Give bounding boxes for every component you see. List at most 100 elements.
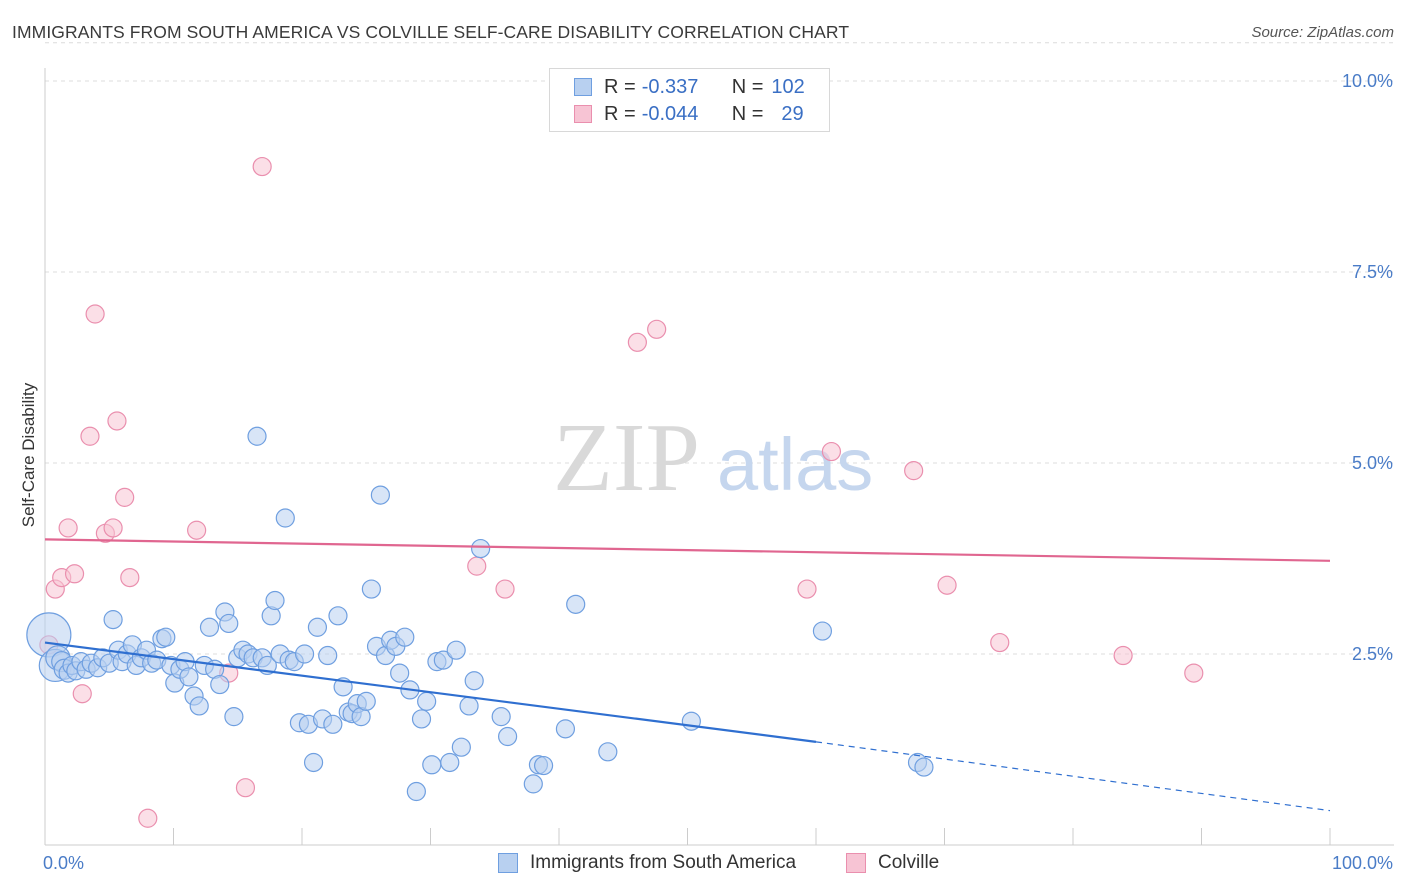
colville-point: [64, 564, 85, 584]
colville-point: [647, 319, 667, 339]
immigrants-point: [417, 691, 437, 711]
legend-swatch-blue: [574, 78, 592, 96]
legend-row-colville: R = -0.044 N = 29: [574, 101, 804, 127]
watermark-zip: ZIP: [553, 404, 700, 512]
immigrants-point: [265, 590, 285, 611]
y-tick-label: 7.5%: [1352, 262, 1393, 282]
colville-point: [103, 518, 123, 538]
colville-point: [107, 411, 127, 431]
immigrants-point: [210, 674, 230, 695]
immigrants-point: [440, 752, 460, 773]
immigrants-point: [356, 691, 376, 711]
immigrants-point: [199, 617, 220, 637]
bottom-legend-label: Immigrants from South America: [530, 852, 797, 873]
immigrants-point: [303, 752, 324, 773]
immigrants-points: [26, 426, 934, 802]
colville-point: [904, 461, 924, 481]
immigrants-point: [422, 755, 442, 775]
immigrants-point: [451, 737, 471, 757]
immigrants-trend-extension: [815, 741, 1331, 812]
immigrants-point: [156, 627, 176, 647]
immigrants-point: [370, 485, 390, 505]
immigrants-point: [411, 709, 432, 729]
x-tick-label-min: 0.0%: [43, 853, 84, 873]
colville-point: [115, 487, 135, 507]
immigrants-point: [361, 579, 381, 599]
immigrants-point: [446, 640, 466, 660]
immigrants-point: [491, 707, 511, 727]
colville-point: [252, 156, 272, 177]
legend-n-value: 29: [781, 102, 804, 125]
immigrants-point: [275, 508, 295, 528]
colville-point: [821, 441, 842, 462]
colville-point: [990, 632, 1010, 653]
y-tick-label: 2.5%: [1352, 644, 1393, 664]
colville-point: [58, 518, 78, 538]
legend-swatch-pink: [574, 105, 592, 123]
immigrants-point: [179, 667, 199, 687]
colville-point: [85, 304, 105, 324]
colville-point: [627, 332, 647, 352]
immigrants-point: [566, 594, 586, 614]
immigrants-point: [406, 781, 426, 802]
immigrants-point: [533, 755, 554, 776]
colville-point: [937, 575, 957, 595]
immigrants-point: [471, 538, 491, 559]
legend-r-label: R =: [604, 102, 636, 125]
gridlines: [45, 42, 1394, 655]
immigrants-point: [812, 621, 833, 641]
trend-lines: [44, 538, 1331, 812]
legend-n-label: N =: [731, 75, 764, 98]
bottom-legend-swatch-pink: [846, 853, 866, 873]
colville-point: [187, 520, 207, 540]
legend-r-value: -0.337: [641, 75, 699, 98]
immigrants-point: [294, 644, 315, 664]
axis-labels: 2.5% 5.0% 7.5% 10.0% 0.0% 100.0% Self-Care Dis…: [19, 71, 1393, 873]
legend-r-value: -0.044: [641, 102, 699, 125]
colville-point: [1113, 645, 1133, 666]
source-credit: Source: ZipAtlas.com: [1251, 24, 1394, 41]
bottom-legend-colville[interactable]: Colville: [846, 852, 939, 874]
immigrants-point: [390, 663, 410, 683]
immigrants-point: [224, 707, 244, 727]
y-axis-label: Self-Care Disability: [19, 382, 38, 527]
colville-point: [467, 556, 487, 576]
immigrants-point: [219, 613, 239, 634]
axes: [44, 68, 1394, 846]
immigrants-point: [598, 742, 618, 762]
immigrants-point: [523, 774, 543, 794]
immigrants-point: [459, 696, 479, 716]
immigrants-point: [555, 719, 576, 739]
immigrants-point: [189, 696, 209, 716]
colville-trend-line: [44, 538, 1331, 562]
immigrants-point: [247, 426, 267, 446]
immigrants-point: [307, 617, 328, 637]
x-tick-label-max: 100.0%: [1332, 853, 1393, 873]
correlation-legend: R = -0.337 N = 102 R = -0.044 N = 29: [549, 68, 830, 132]
colville-point: [1184, 663, 1204, 683]
colville-point: [495, 579, 515, 599]
colville-point: [120, 567, 140, 588]
bottom-legend-swatch-blue: [498, 853, 518, 873]
bottom-legend-label: Colville: [878, 852, 940, 873]
immigrants-point: [318, 645, 338, 666]
colville-point: [138, 808, 158, 828]
legend-n-label: N =: [731, 102, 764, 125]
immigrants-point: [395, 627, 415, 647]
immigrants-point: [103, 610, 123, 630]
chart-title: IMMIGRANTS FROM SOUTH AMERICA VS COLVILL…: [12, 22, 850, 42]
immigrants-point: [498, 726, 518, 747]
legend-r-label: R =: [604, 75, 636, 98]
immigrants-point: [433, 650, 453, 670]
colville-point: [80, 426, 100, 446]
legend-row-immigrants: R = -0.337 N = 102: [574, 74, 805, 100]
immigrants-point: [323, 714, 343, 734]
bottom-legend-immigrants[interactable]: Immigrants from South America: [498, 852, 796, 874]
immigrants-point: [464, 671, 484, 691]
colville-point: [235, 778, 256, 798]
immigrants-point: [914, 757, 934, 777]
immigrants-point: [328, 606, 348, 626]
y-tick-label: 5.0%: [1352, 453, 1393, 473]
legend-n-value: 102: [771, 75, 805, 98]
